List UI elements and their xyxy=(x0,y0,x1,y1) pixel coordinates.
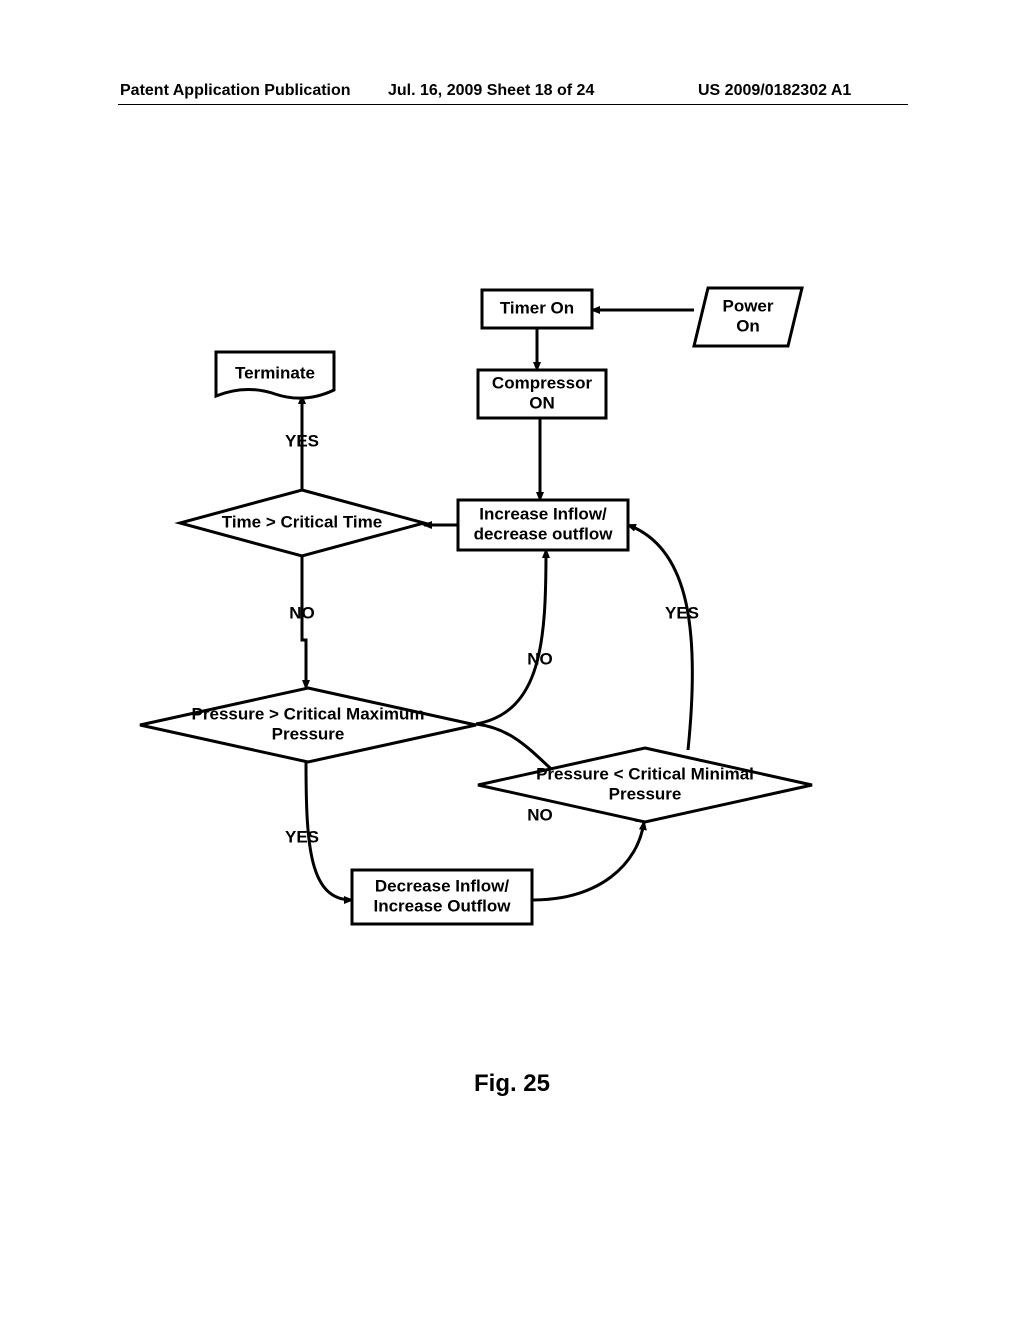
svg-text:Pressure: Pressure xyxy=(609,784,682,803)
svg-text:Increase Outflow: Increase Outflow xyxy=(374,896,512,915)
flowchart-canvas: PowerOn Timer On CompressorON Increase Infl… xyxy=(0,0,1024,1320)
svg-text:Pressure < Critical Minimal: Pressure < Critical Minimal xyxy=(536,764,754,783)
svg-text:Time > Critical Time: Time > Critical Time xyxy=(222,512,382,531)
svg-text:Pressure: Pressure xyxy=(272,724,345,743)
svg-text:ON: ON xyxy=(529,393,555,412)
svg-text:Pressure > Critical Maximum: Pressure > Critical Maximum xyxy=(192,704,425,723)
svg-text:YES: YES xyxy=(285,431,319,450)
svg-text:Terminate: Terminate xyxy=(235,363,315,382)
svg-text:Power: Power xyxy=(722,296,773,315)
svg-text:YES: YES xyxy=(285,827,319,846)
svg-text:YES: YES xyxy=(665,603,699,622)
svg-text:Increase Inflow/: Increase Inflow/ xyxy=(479,504,607,523)
svg-text:NO: NO xyxy=(289,603,315,622)
page-root: Patent Application Publication Jul. 16, … xyxy=(0,0,1024,1320)
svg-text:On: On xyxy=(736,316,760,335)
svg-text:NO: NO xyxy=(527,805,553,824)
svg-text:Compressor: Compressor xyxy=(492,373,593,392)
figure-caption: Fig. 25 xyxy=(0,1070,1024,1098)
svg-text:Decrease Inflow/: Decrease Inflow/ xyxy=(375,876,509,895)
svg-text:NO: NO xyxy=(527,649,553,668)
svg-text:Timer On: Timer On xyxy=(500,298,574,317)
svg-text:decrease outflow: decrease outflow xyxy=(474,524,614,543)
